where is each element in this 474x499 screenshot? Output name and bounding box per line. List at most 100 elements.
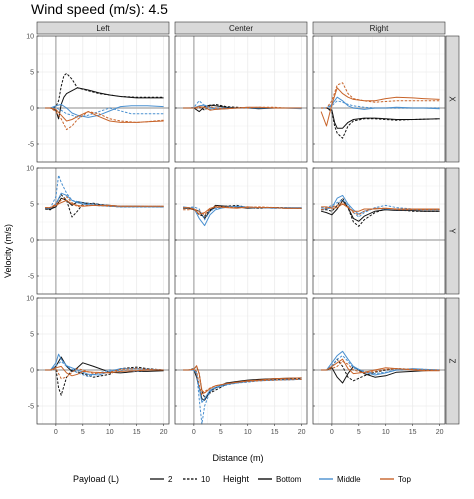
panel-x-right bbox=[312, 35, 446, 163]
y-tick-label: 10 bbox=[26, 296, 34, 303]
y-tick-label: -5 bbox=[28, 274, 34, 281]
legend-height-title: Height bbox=[223, 474, 250, 484]
y-axis-title: Velocity (m/s) bbox=[3, 224, 13, 278]
x-tick-label: 15 bbox=[409, 429, 417, 436]
series-line-top-2 bbox=[45, 199, 164, 209]
column-strip-label: Right bbox=[370, 24, 389, 33]
x-tick-label: 0 bbox=[330, 429, 334, 436]
y-tick-label: 5 bbox=[30, 332, 34, 339]
series-line-top-2 bbox=[183, 106, 302, 111]
x-tick-label: 5 bbox=[357, 429, 361, 436]
series-line-middle-2 bbox=[45, 353, 164, 376]
legend: Payload (L) 2 10 Height Bottom Middle Top bbox=[73, 474, 411, 484]
column-strip-label: Center bbox=[229, 24, 253, 33]
series-line-top-10 bbox=[183, 205, 302, 216]
panel-background bbox=[175, 168, 307, 294]
series-line-top-10 bbox=[320, 202, 440, 216]
panel-y-right bbox=[312, 167, 446, 295]
series-line-top-10 bbox=[183, 368, 302, 396]
x-tick-label: 10 bbox=[244, 429, 252, 436]
panel-x-center bbox=[174, 35, 308, 163]
column-strip-label: Left bbox=[96, 24, 110, 33]
x-tick-label: 20 bbox=[160, 429, 168, 436]
figure-title: Wind speed (m/s): 4.5 bbox=[31, 1, 168, 17]
x-tick-label: 10 bbox=[382, 429, 390, 436]
panel-background bbox=[175, 298, 307, 424]
series-line-bottom-10 bbox=[45, 366, 164, 396]
series-line-top-2 bbox=[321, 358, 440, 375]
series-line-middle-2 bbox=[45, 103, 164, 118]
x-tick-label: 10 bbox=[106, 429, 114, 436]
panel-border bbox=[36, 297, 170, 425]
panel-background bbox=[175, 36, 307, 162]
series-line-bottom-2 bbox=[320, 199, 440, 222]
column-strip bbox=[174, 21, 308, 35]
x-tick-label: 0 bbox=[192, 429, 196, 436]
panel-border bbox=[312, 167, 446, 295]
panel-border bbox=[312, 35, 446, 163]
panel-z-center: 0 5 10 15 20 bbox=[174, 297, 308, 436]
row-strip bbox=[445, 167, 460, 295]
row-strip bbox=[445, 297, 460, 425]
panel-background bbox=[37, 168, 169, 294]
series-line-middle-2 bbox=[45, 192, 164, 209]
x-tick-label: 15 bbox=[133, 429, 141, 436]
series-line-top-10 bbox=[321, 82, 440, 109]
y-tick-label: 0 bbox=[30, 106, 34, 113]
panel-border bbox=[36, 35, 170, 163]
panel-border bbox=[174, 297, 308, 425]
y-tick-label: -5 bbox=[28, 142, 34, 149]
column-strip bbox=[312, 21, 446, 35]
series-line-middle-10 bbox=[45, 107, 164, 118]
legend-label-height: Bottom bbox=[276, 475, 302, 484]
x-tick-label: 20 bbox=[436, 429, 444, 436]
legend-label-height: Top bbox=[398, 475, 411, 484]
facet-panels: Left Center Right X Y Z -5 0 5 10 -5 0 5 10 -5 0 5 10 0 5 10… bbox=[26, 21, 460, 436]
panel-background bbox=[37, 36, 169, 162]
series-line-bottom-10 bbox=[45, 72, 164, 109]
panel-border bbox=[174, 167, 308, 295]
legend-label-payload: 2 bbox=[168, 475, 173, 484]
panel-y-left: -5 0 5 10 bbox=[26, 166, 170, 295]
series-line-top-2 bbox=[45, 365, 164, 377]
series-line-top-10 bbox=[45, 368, 164, 380]
panel-background bbox=[313, 168, 445, 294]
y-tick-label: 5 bbox=[30, 202, 34, 209]
y-tick-label: 10 bbox=[26, 34, 34, 41]
x-tick-label: 5 bbox=[81, 429, 85, 436]
series-line-top-2 bbox=[321, 203, 440, 212]
x-tick-label: 5 bbox=[219, 429, 223, 436]
legend-label-height: Middle bbox=[337, 475, 361, 484]
series-line-bottom-10 bbox=[321, 107, 440, 139]
x-tick-label: 15 bbox=[271, 429, 279, 436]
column-strip bbox=[36, 21, 170, 35]
panel-x-left: -5 0 5 10 bbox=[26, 34, 170, 163]
series-line-middle-10 bbox=[183, 205, 302, 221]
panel-border bbox=[312, 297, 446, 425]
row-strip bbox=[445, 35, 460, 163]
series-line-top-10 bbox=[45, 107, 164, 131]
y-tick-label: -5 bbox=[28, 404, 34, 411]
panel-border bbox=[36, 167, 170, 295]
panel-y-center bbox=[174, 167, 308, 295]
y-tick-label: 0 bbox=[30, 368, 34, 375]
row-strip-label: Y bbox=[448, 228, 457, 234]
panel-z-right: 0 5 10 15 20 bbox=[312, 297, 446, 436]
legend-label-payload: 10 bbox=[201, 475, 210, 484]
legend-payload-title: Payload (L) bbox=[73, 474, 119, 484]
row-strip-label: X bbox=[448, 96, 457, 102]
panel-z-left: -5 0 5 10 0 5 10 15 20 bbox=[26, 296, 170, 436]
series-line-bottom-10 bbox=[321, 197, 440, 227]
series-line-middle-10 bbox=[321, 100, 440, 109]
x-axis-title: Distance (m) bbox=[212, 453, 263, 463]
y-tick-label: 0 bbox=[30, 238, 34, 245]
series-line-middle-10 bbox=[321, 199, 440, 218]
series-line-bottom-2 bbox=[183, 369, 302, 401]
row-strip-label: Z bbox=[448, 359, 457, 364]
y-tick-label: 10 bbox=[26, 166, 34, 173]
panel-border bbox=[174, 35, 308, 163]
y-tick-label: 5 bbox=[30, 70, 34, 77]
series-line-top-10 bbox=[183, 106, 302, 110]
x-tick-label: 20 bbox=[298, 429, 306, 436]
